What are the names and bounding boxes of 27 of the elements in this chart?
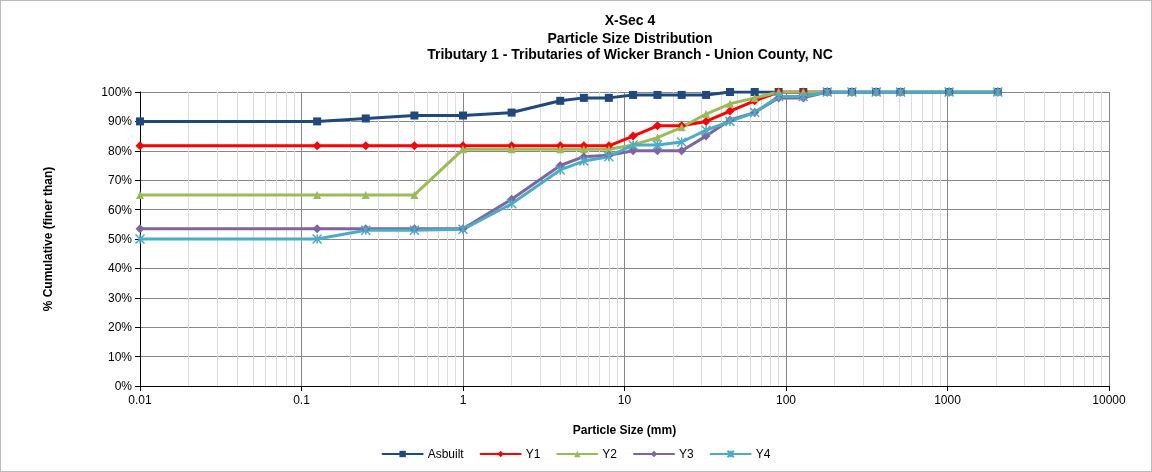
y-tick-label: 100% xyxy=(101,85,133,99)
y-tick-label: 20% xyxy=(107,320,133,335)
x-axis-title: Particle Size (mm) xyxy=(572,423,677,437)
y-tick-label: 50% xyxy=(107,232,133,246)
y-axis-title: % Cumulative (finer than) xyxy=(41,166,55,312)
legend-label: Y4 xyxy=(755,447,771,461)
x-tick-label: 0.01 xyxy=(128,393,152,407)
legend-label: Y1 xyxy=(525,447,541,461)
x-tick-label: 1000 xyxy=(934,393,962,407)
x-tick-label: 0.1 xyxy=(293,393,311,407)
y-tick-label: 0% xyxy=(114,379,133,393)
x-tick-label: 1 xyxy=(459,393,467,407)
legend-label: Y2 xyxy=(602,447,618,461)
x-tick-label: 100 xyxy=(775,393,797,407)
y-tick-label: 60% xyxy=(107,202,133,217)
y-tick-label: 30% xyxy=(107,290,133,305)
chart-title: X-Sec 4 xyxy=(604,12,656,28)
y-tick-label: 80% xyxy=(107,143,133,158)
x-tick-label: 10 xyxy=(617,393,632,407)
y-tick-label: 40% xyxy=(107,261,133,276)
x-tick-label: 10000 xyxy=(1092,393,1127,407)
legend-label: Asbuilt xyxy=(427,447,465,461)
chart-subtitle: Particle Size Distribution Tributary 1 - Tributaries of Wicker Branch - Union County, NC xyxy=(427,30,833,62)
legend-label: Y3 xyxy=(679,447,695,461)
y-tick-label: 10% xyxy=(107,349,133,364)
y-tick-label: 70% xyxy=(107,173,133,188)
y-tick-label: 90% xyxy=(107,114,133,129)
